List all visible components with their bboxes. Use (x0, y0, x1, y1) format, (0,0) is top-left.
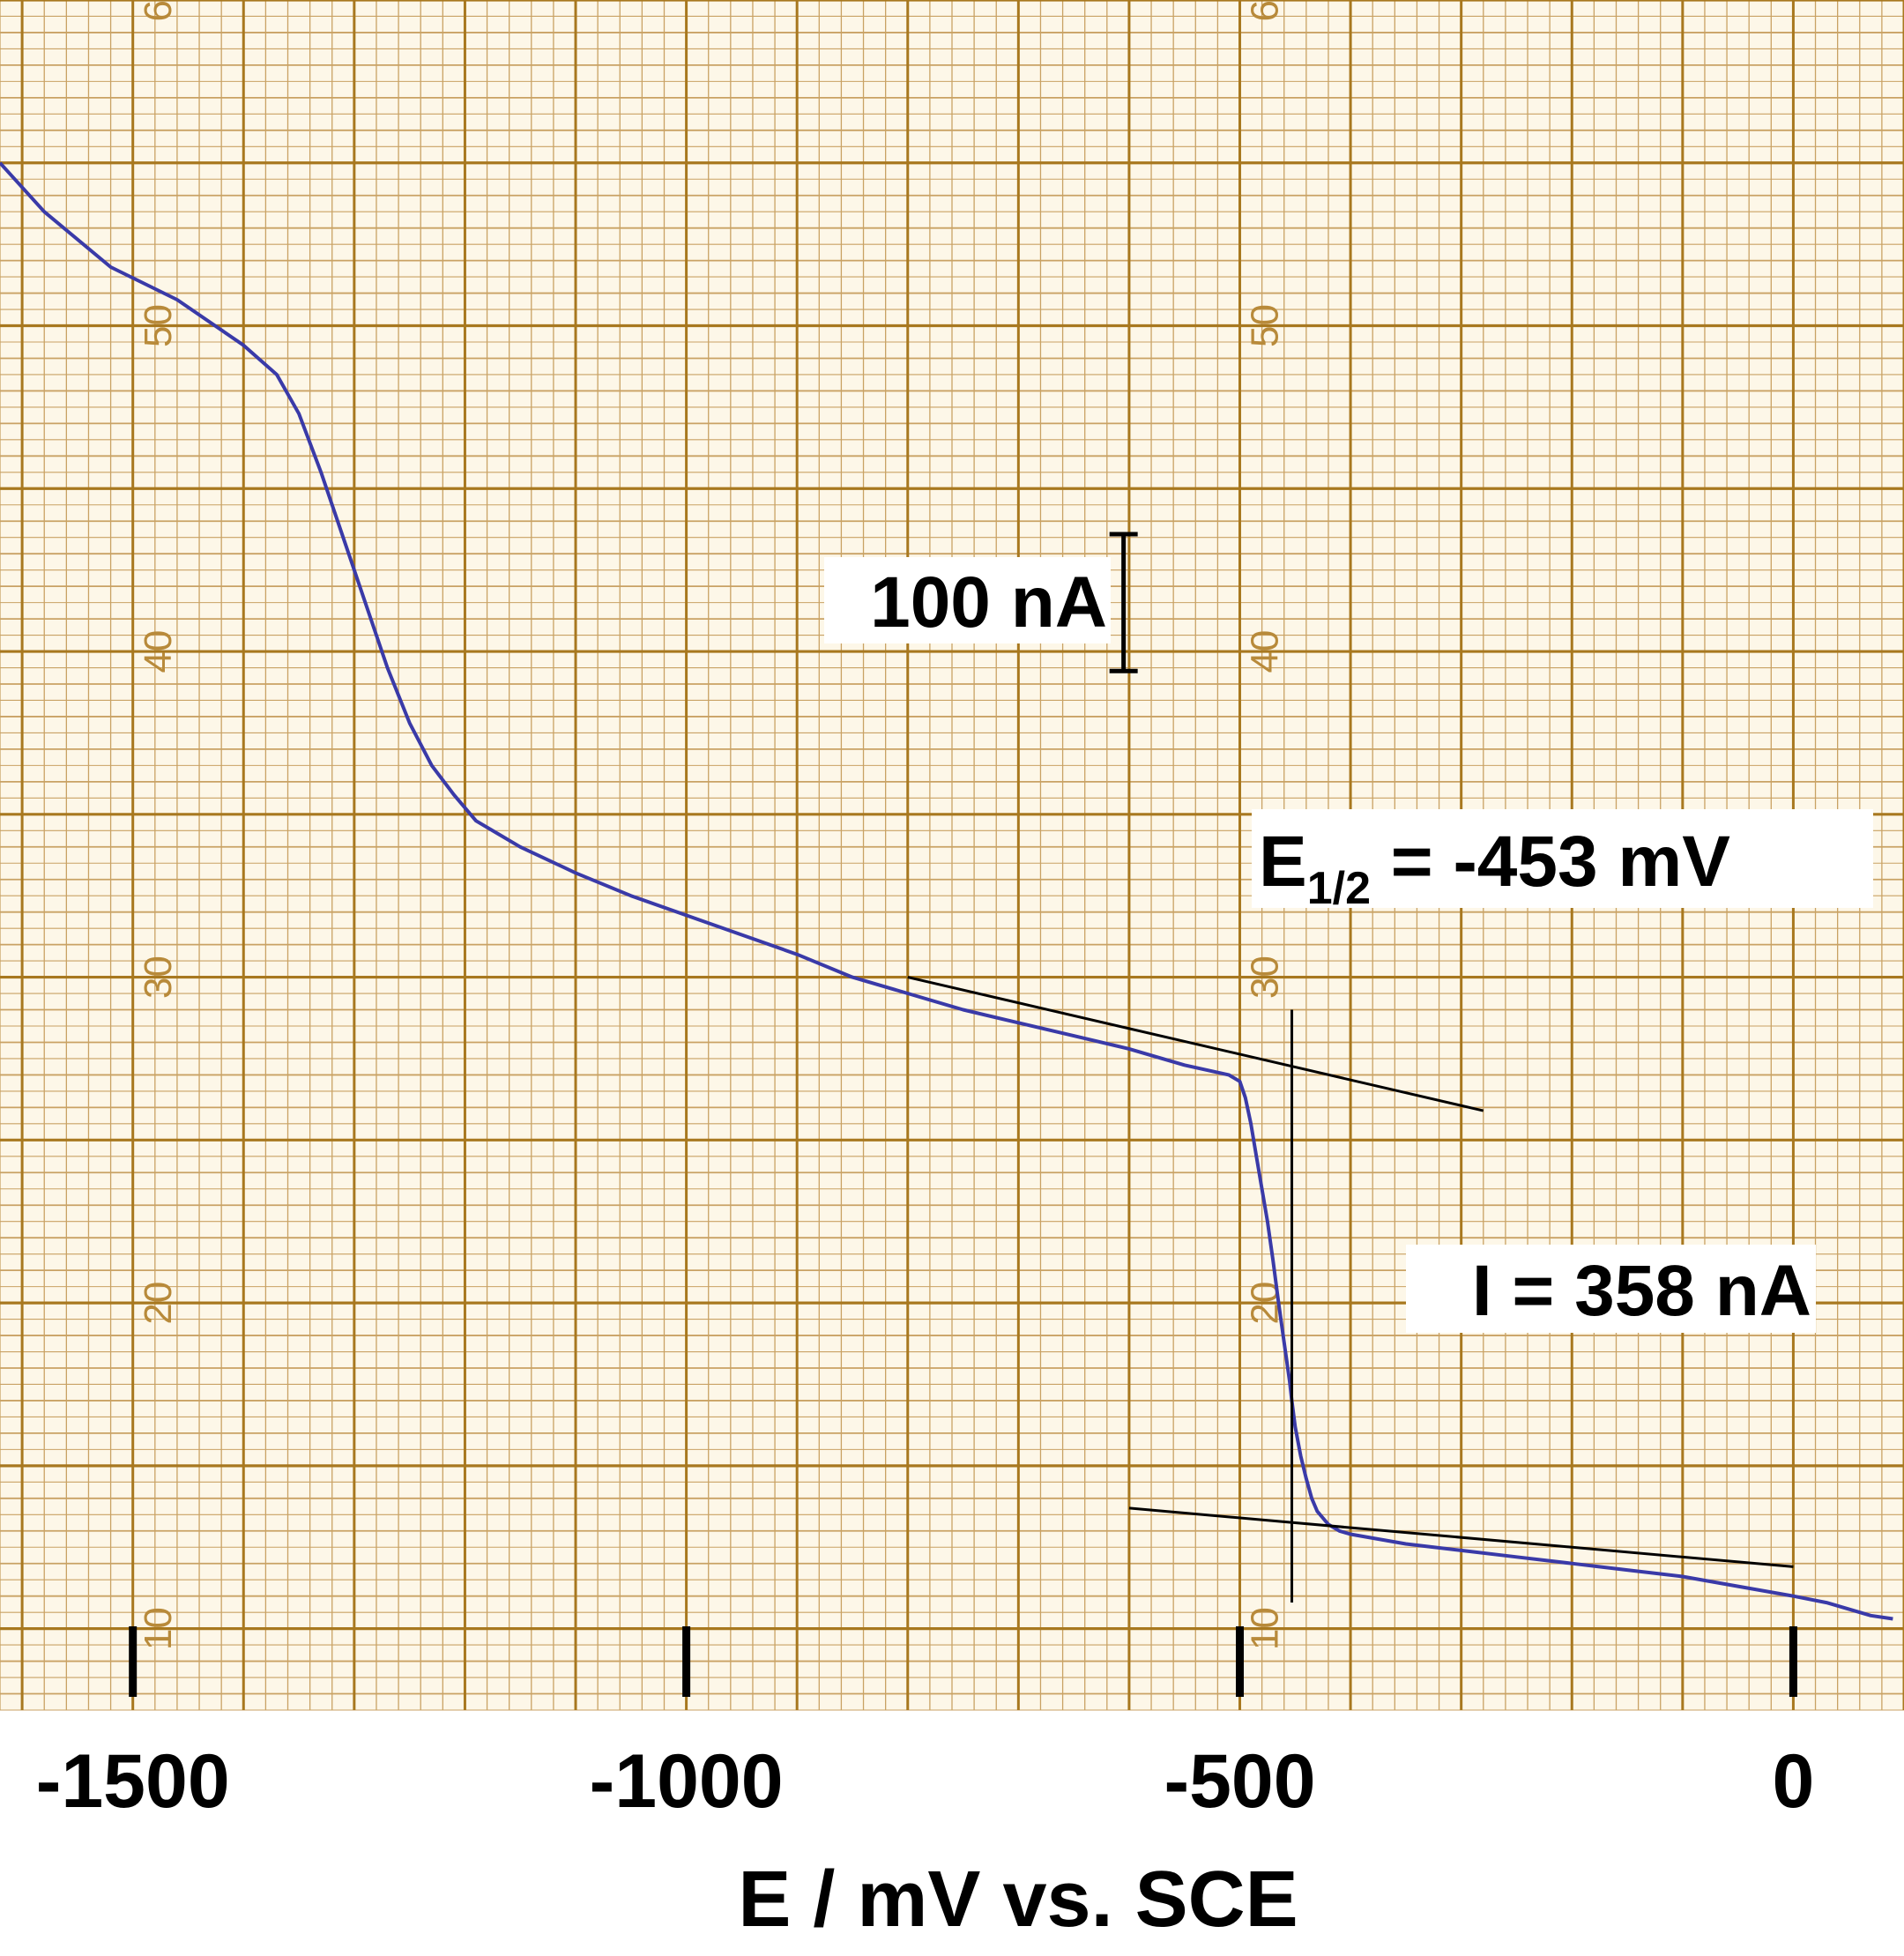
paper-scale-label: 40 (137, 630, 180, 673)
paper-scale-label: 50 (137, 304, 180, 347)
polarographic-wave (0, 161, 1893, 1621)
e-half-value: = -453 mV (1371, 822, 1730, 902)
grid-major (0, 0, 1904, 1710)
scale-label: 100 nA (870, 562, 1107, 643)
paper-scale-label: 10 (137, 1607, 180, 1650)
e-half-subscript: 1/2 (1307, 863, 1371, 914)
x-axis-label: E / mV vs. SCE (738, 1856, 1298, 1944)
x-tick-label: -1500 (36, 1739, 230, 1824)
tangent-line (1128, 1506, 1794, 1568)
current-label: I = 358 nA (1472, 1251, 1811, 1331)
e-half-label: E1/2 = -453 mV (1259, 822, 1730, 914)
annotation-lines (907, 532, 1794, 1603)
x-axis-ticks (129, 1626, 1797, 1697)
current-label-box (1406, 1245, 1816, 1333)
e-half-symbol: E (1259, 822, 1307, 902)
paper-scale-label: 40 (1244, 630, 1287, 673)
paper-scale-label: 30 (1244, 956, 1287, 999)
paper-scale-label: 60 (137, 0, 180, 21)
x-tick-label: -1000 (590, 1739, 784, 1824)
scale-label-box (824, 557, 1111, 643)
grid-minor (0, 0, 1904, 1711)
paper-scale-label: 10 (1244, 1607, 1287, 1650)
paper-scale-label: 50 (1244, 304, 1287, 347)
paper-scale-label: 30 (137, 956, 180, 999)
paper-scale-label: 60 (1244, 0, 1287, 21)
tangent-line (907, 976, 1484, 1112)
x-tick-label: 0 (1772, 1739, 1814, 1824)
paper-scale-label: 20 (137, 1282, 180, 1325)
e-half-label-box (1252, 809, 1873, 908)
x-tick-label: -500 (1164, 1739, 1315, 1824)
x-tick-labels: -1500 -1000 -500 0 (36, 1739, 1815, 1824)
current-trace (0, 161, 1893, 1621)
